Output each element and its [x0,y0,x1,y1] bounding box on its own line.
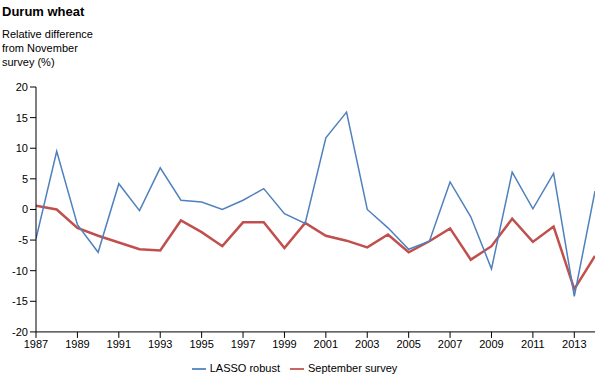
svg-text:1989: 1989 [65,338,89,350]
svg-text:1991: 1991 [107,338,131,350]
svg-text:-20: -20 [12,326,28,338]
svg-text:-5: -5 [18,234,28,246]
svg-text:2009: 2009 [479,338,503,350]
svg-text:2001: 2001 [314,338,338,350]
html-text:Relative difference from Novem: Relative difference from November survey… [2,28,93,68]
svg-text:-15: -15 [12,295,28,307]
svg-text:20: 20 [16,81,28,93]
svg-text:15: 15 [16,112,28,124]
svg-text:5: 5 [22,173,28,185]
svg-text:1999: 1999 [272,338,296,350]
svg-text:10: 10 [16,142,28,154]
svg-text:2005: 2005 [396,338,420,350]
svg-text:2003: 2003 [355,338,379,350]
svg-text:2013: 2013 [562,338,586,350]
svg-text:1987: 1987 [24,338,48,350]
svg-text:0: 0 [22,203,28,215]
html-text:Durum wheat: Durum wheat [2,4,85,19]
svg-text:-10: -10 [12,265,28,277]
svg-text:1993: 1993 [148,338,172,350]
html-text:September survey: September survey [308,361,398,374]
svg-text:1997: 1997 [231,338,255,350]
html-text:LASSO robust: LASSO robust [209,361,280,374]
svg-text:2011: 2011 [521,338,545,350]
svg-text:2007: 2007 [438,338,462,350]
svg-text:1995: 1995 [189,338,213,350]
